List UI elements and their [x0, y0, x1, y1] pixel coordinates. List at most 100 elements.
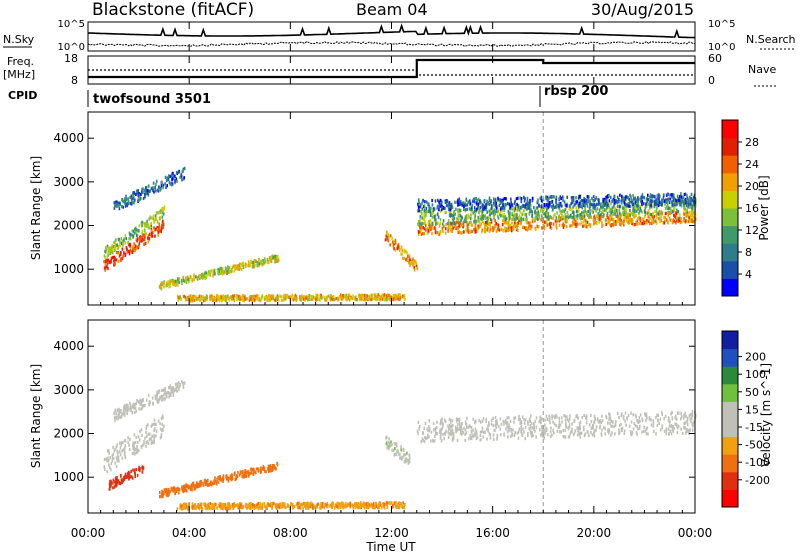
data-cell-8	[657, 198, 659, 202]
data-cell-6	[572, 217, 575, 222]
data-cell-7	[570, 213, 572, 217]
data-cell-6	[511, 221, 513, 225]
data-cell-4	[220, 295, 222, 299]
data-cell-6	[571, 224, 573, 228]
data-cell-5	[400, 448, 402, 452]
data-cell-5	[406, 258, 409, 262]
data-cell-6	[591, 426, 594, 430]
data-cell-4	[179, 506, 181, 510]
data-cell-3	[264, 257, 266, 261]
data-cell-6	[553, 414, 555, 418]
data-cell-4	[246, 506, 248, 510]
data-cell-6	[632, 215, 635, 219]
data-cell-7	[478, 210, 480, 214]
data-cell-6	[530, 421, 533, 425]
data-cell-5	[405, 257, 408, 261]
data-cell-6	[418, 232, 420, 236]
data-cell-2	[158, 389, 161, 393]
data-cell-6	[680, 216, 682, 221]
data-cell-8	[524, 197, 526, 201]
data-cell-7	[567, 216, 570, 220]
data-cell-4	[313, 506, 315, 510]
data-cell-6	[478, 418, 480, 422]
data-cell-3	[207, 270, 210, 274]
data-cell-8	[520, 199, 523, 204]
data-cell-4	[185, 503, 188, 507]
data-cell-0	[160, 417, 163, 421]
data-cell-6	[445, 223, 447, 227]
data-cell-8	[448, 203, 451, 207]
data-cell-1	[148, 226, 150, 230]
data-cell-6	[516, 226, 518, 230]
data-cell-1	[123, 476, 126, 481]
data-cell-0	[115, 445, 118, 449]
data-cell-7	[531, 210, 534, 214]
data-cell-4	[279, 295, 282, 299]
data-cell-7	[562, 217, 564, 221]
data-cell-3	[237, 267, 239, 271]
data-cell-8	[634, 196, 636, 200]
data-cell-4	[228, 298, 231, 302]
data-cell-4	[194, 505, 197, 509]
data-cell-8	[540, 195, 543, 199]
data-cell-6	[582, 224, 584, 228]
data-cell-8	[497, 198, 499, 202]
data-cell-7	[453, 216, 456, 220]
data-cell-2	[124, 197, 126, 201]
data-cell-0	[131, 250, 133, 254]
data-cell-7	[497, 216, 500, 220]
data-cell-8	[523, 195, 525, 199]
data-cell-6	[417, 432, 419, 436]
data-cell-7	[629, 209, 631, 213]
data-cell-4	[206, 507, 209, 511]
data-cell-1	[135, 234, 138, 238]
data-cell-4	[224, 505, 227, 509]
data-cell-4	[278, 505, 280, 509]
data-cell-4	[363, 293, 366, 298]
data-cell-8	[498, 203, 501, 207]
data-cell-4	[240, 298, 243, 302]
data-cell-3	[271, 256, 274, 260]
data-cell-0	[113, 449, 116, 453]
data-cell-4	[337, 298, 339, 302]
data-cell-4	[314, 506, 317, 510]
data-cell-4	[325, 298, 328, 302]
data-cell-6	[601, 221, 603, 225]
data-cell-6	[574, 429, 577, 433]
data-cell-6	[489, 433, 492, 437]
data-cell-4	[256, 503, 258, 507]
data-cell-4	[292, 502, 294, 507]
data-cell-1	[110, 480, 112, 485]
data-cell-6	[618, 217, 620, 221]
data-cell-5	[388, 447, 390, 451]
data-cell-7	[592, 206, 594, 210]
data-cell-3	[160, 495, 163, 499]
data-cell-6	[520, 426, 523, 430]
data-cell-4	[299, 297, 301, 302]
data-cell-8	[619, 204, 621, 208]
data-cell-6	[537, 225, 540, 229]
data-cell-4	[265, 296, 267, 300]
data-cell-7	[477, 215, 479, 219]
data-cell-2	[142, 187, 144, 191]
data-cell-7	[592, 210, 595, 214]
data-cell-0	[106, 470, 108, 474]
data-cell-3	[229, 476, 232, 480]
data-cell-8	[566, 204, 568, 208]
data-cell-7	[613, 204, 615, 208]
data-cell-2	[156, 390, 158, 394]
data-cell-8	[623, 196, 626, 201]
data-cell-0	[156, 228, 159, 232]
data-cell-6	[631, 221, 633, 225]
data-cell-0	[112, 445, 114, 449]
data-cell-6	[489, 228, 492, 232]
data-cell-6	[626, 212, 629, 216]
data-cell-8	[458, 201, 461, 205]
data-cell-4	[303, 502, 306, 506]
data-cell-4	[386, 504, 389, 508]
data-cell-1	[129, 233, 132, 237]
data-cell-6	[458, 230, 461, 234]
data-cell-6	[420, 232, 423, 236]
data-cell-8	[661, 201, 664, 205]
data-cell-7	[614, 210, 617, 214]
